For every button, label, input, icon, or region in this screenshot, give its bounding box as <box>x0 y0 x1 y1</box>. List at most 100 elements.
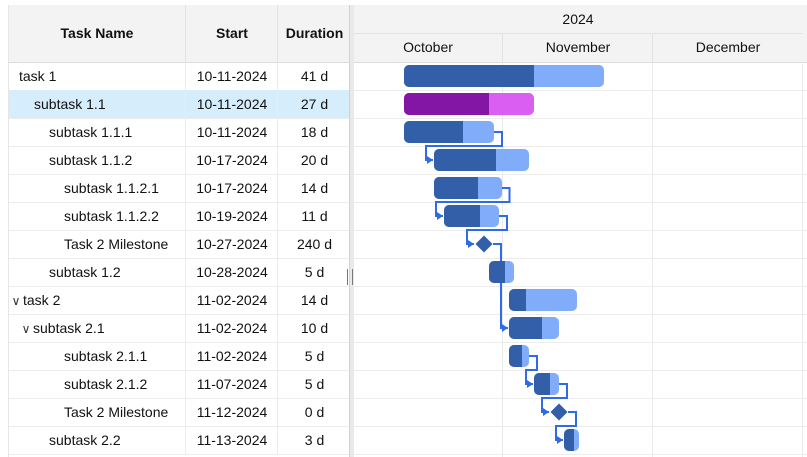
timeline-row <box>354 62 807 91</box>
task-name-cell: subtask 1.2 <box>9 258 225 286</box>
timeline-row <box>354 342 807 371</box>
task-bar[interactable] <box>534 373 559 395</box>
duration-cell: 20 d <box>277 146 351 174</box>
task-name-cell: subtask 2.1.2 <box>9 370 240 398</box>
task-bar[interactable] <box>489 261 514 283</box>
link-arrow-icon <box>427 156 433 164</box>
timeline-row <box>354 118 807 147</box>
table-row[interactable]: subtask 2.1.1 11-02-2024 5 d <box>9 342 350 371</box>
expand-caret-icon[interactable]: ∨ <box>21 322 31 336</box>
timeline-row <box>354 370 807 399</box>
task-bar[interactable] <box>444 205 499 227</box>
column-header-task-name[interactable]: Task Name <box>60 25 134 41</box>
task-bar-progress <box>489 261 505 283</box>
duration-cell: 14 d <box>277 286 351 314</box>
grid-header: Task Name Start Duration <box>9 5 350 63</box>
task-name-label: subtask 2.2 <box>49 432 121 448</box>
start-date-cell: 10-19-2024 <box>185 202 278 230</box>
link-arrow-icon <box>468 240 474 248</box>
task-name-label: subtask 1.2 <box>49 264 121 280</box>
task-bar-progress <box>564 429 574 451</box>
table-row[interactable]: Task 2 Milestone 11-12-2024 0 d <box>9 398 350 427</box>
table-row[interactable]: subtask 1.2 10-28-2024 5 d <box>9 258 350 287</box>
table-row[interactable]: subtask 1.1.1 10-11-2024 18 d <box>9 118 350 147</box>
table-row[interactable]: Task 2 Milestone 10-27-2024 240 d <box>9 230 350 259</box>
dependency-links <box>425 131 577 444</box>
start-date-cell: 11-02-2024 <box>185 314 278 342</box>
start-date-cell: 10-11-2024 <box>185 90 278 118</box>
task-bar-progress <box>404 65 534 87</box>
start-date-cell: 11-02-2024 <box>185 286 278 314</box>
task-name-label: subtask 1.1.2.1 <box>64 180 159 196</box>
task-name-label: subtask 1.1 <box>34 96 106 112</box>
task-name-cell: Task 2 Milestone <box>9 398 240 426</box>
task-bar-progress <box>434 149 496 171</box>
task-name-label: subtask 1.1.2 <box>49 152 133 168</box>
task-bar-progress <box>404 93 489 115</box>
task-bar[interactable] <box>404 93 534 115</box>
task-name-label: subtask 2.1.2 <box>64 376 148 392</box>
task-bar-progress <box>434 177 478 199</box>
task-bar[interactable] <box>509 345 529 367</box>
task-bar[interactable] <box>434 177 502 199</box>
duration-cell: 0 d <box>277 398 351 426</box>
task-bar-progress <box>509 289 526 311</box>
task-name-label: subtask 1.1.2.2 <box>64 208 159 224</box>
timeline-row <box>354 314 807 343</box>
start-date-cell: 10-17-2024 <box>185 174 278 202</box>
timeline-gridline <box>502 62 503 457</box>
duration-cell: 240 d <box>277 230 351 258</box>
task-name-cell: subtask 1.1.2.2 <box>9 202 240 230</box>
table-row[interactable]: subtask 2.1.2 11-07-2024 5 d <box>9 370 350 399</box>
task-bar-progress <box>509 317 542 339</box>
dependency-link[interactable] <box>493 243 508 329</box>
table-row[interactable]: ∨ task 2 11-02-2024 14 d <box>9 286 350 315</box>
link-arrow-icon <box>557 436 563 444</box>
task-bar[interactable] <box>564 429 579 451</box>
timeline-row <box>354 230 807 259</box>
task-name-label: subtask 2.1.1 <box>64 348 148 364</box>
table-row[interactable]: subtask 1.1.2.1 10-17-2024 14 d <box>9 174 350 203</box>
start-date-cell: 11-07-2024 <box>185 370 278 398</box>
task-bar[interactable] <box>509 317 559 339</box>
duration-cell: 14 d <box>277 174 351 202</box>
task-bar-progress <box>444 205 480 227</box>
timeline-row <box>354 258 807 287</box>
task-name-label: task 2 <box>23 292 61 308</box>
table-row[interactable]: task 1 10-11-2024 41 d <box>9 62 350 91</box>
link-arrow-icon <box>502 324 508 332</box>
task-bar[interactable] <box>509 289 577 311</box>
column-header-start[interactable]: Start <box>185 5 278 62</box>
expand-caret-icon[interactable]: ∨ <box>11 294 21 308</box>
table-row[interactable]: subtask 1.1.2.2 10-19-2024 11 d <box>9 202 350 231</box>
column-header-duration[interactable]: Duration <box>277 5 351 62</box>
timeline-month-december: December <box>652 33 803 62</box>
table-row[interactable]: subtask 1.1.2 10-17-2024 20 d <box>9 146 350 175</box>
table-row[interactable]: ∨ subtask 2.1 11-02-2024 10 d <box>9 314 350 343</box>
task-bar-progress <box>534 373 550 395</box>
timeline-month-october: October <box>403 39 453 55</box>
duration-cell: 27 d <box>277 90 351 118</box>
timeline-row <box>354 202 807 231</box>
table-row[interactable]: subtask 2.2 11-13-2024 3 d <box>9 426 350 455</box>
task-name-cell: ∨ subtask 2.1 <box>9 314 195 342</box>
task-bar[interactable] <box>404 121 494 143</box>
task-name-cell: ∨ task 2 <box>9 286 185 314</box>
duration-cell: 5 d <box>277 342 351 370</box>
pane-splitter[interactable] <box>349 5 354 457</box>
task-grid: Task Name Start Duration task 1 10-11-202… <box>8 5 350 457</box>
timeline-row <box>354 286 807 315</box>
timeline-row <box>354 398 807 427</box>
splitter-grip-icon[interactable] <box>347 269 353 285</box>
timeline-row <box>354 426 807 455</box>
timeline-month-november: November <box>502 33 653 62</box>
link-arrow-icon <box>543 408 549 416</box>
task-name-cell: subtask 2.2 <box>9 426 225 454</box>
task-name-cell: subtask 1.1 <box>9 90 210 118</box>
task-bar[interactable] <box>434 149 529 171</box>
start-date-cell: 10-28-2024 <box>185 258 278 286</box>
table-row[interactable]: subtask 1.1 10-11-2024 27 d <box>9 90 350 119</box>
task-name-cell: task 1 <box>9 62 195 90</box>
task-bar[interactable] <box>404 65 604 87</box>
